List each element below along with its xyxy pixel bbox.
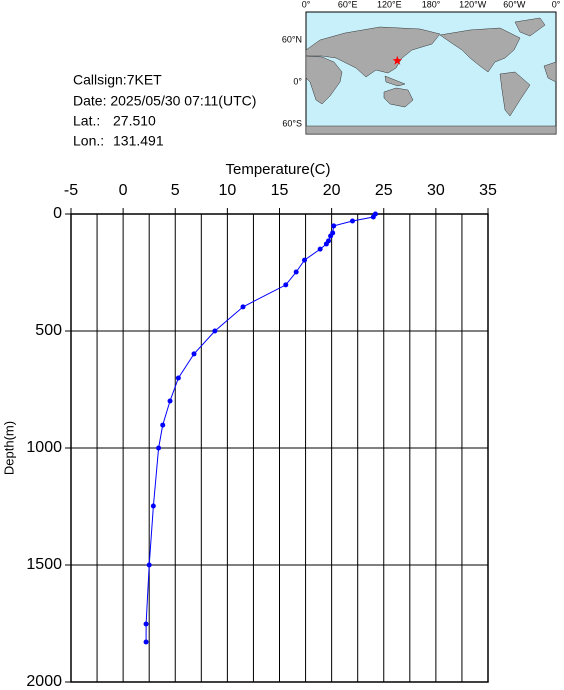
y-tick-label: 500 <box>35 322 62 339</box>
data-point <box>150 503 156 509</box>
x-axis-title: Temperature(C) <box>225 161 330 178</box>
lon-label: Lon.: <box>73 133 104 149</box>
map-lat-label: 0° <box>293 76 302 86</box>
data-point <box>331 223 337 229</box>
lon: 131.491 <box>113 133 164 149</box>
map-lon-label: 120°W <box>459 0 487 9</box>
x-tick-label: 35 <box>479 182 497 199</box>
map-lon-label: 180° <box>422 0 441 9</box>
y-tick-label: 1500 <box>26 556 62 573</box>
x-tick-label: 30 <box>427 182 445 199</box>
map-lat-label: 60°N <box>282 34 302 44</box>
data-point <box>349 218 355 224</box>
y-tick-label: 2000 <box>26 673 62 690</box>
y-axis-title: Depth(m) <box>1 421 16 475</box>
lat: 27.510 <box>113 113 156 129</box>
data-point <box>240 304 246 310</box>
x-tick-label: 10 <box>218 182 236 199</box>
x-tick-label: 15 <box>271 182 289 199</box>
data-point <box>293 269 299 275</box>
data-point <box>328 233 334 239</box>
map-lon-label: 60°E <box>338 0 358 9</box>
data-point <box>156 445 162 451</box>
map-lon-label: 0° <box>302 0 311 9</box>
data-point <box>143 621 149 627</box>
map-lon-label: 60°W <box>503 0 526 9</box>
callsign: Callsign:7KET <box>73 72 162 88</box>
x-tick-label: -5 <box>64 182 78 199</box>
data-point <box>191 351 197 357</box>
data-point <box>370 214 376 220</box>
date: Date: 2025/05/30 07:11(UTC) <box>73 93 256 109</box>
y-tick-label: 0 <box>53 205 62 222</box>
lat-label: Lat.: <box>73 113 100 129</box>
data-point <box>212 328 218 334</box>
data-point <box>167 398 173 404</box>
location-marker <box>392 55 403 65</box>
data-point <box>146 562 152 568</box>
data-point <box>175 375 181 381</box>
ocean <box>305 11 557 135</box>
data-point <box>283 282 289 288</box>
map-lon-label: 0° <box>552 0 561 9</box>
data-point <box>143 639 149 645</box>
data-point <box>317 246 323 252</box>
data-point <box>302 257 308 263</box>
x-tick-label: 20 <box>323 182 341 199</box>
land <box>305 17 557 135</box>
x-tick-label: 25 <box>375 182 393 199</box>
map-lon-label: 120°E <box>377 0 402 9</box>
info-block: Callsign:7KET Date: 2025/05/30 07:11(UTC… <box>73 72 256 149</box>
profile-line <box>145 213 376 642</box>
y-tick-label: 1000 <box>26 439 62 456</box>
data-point <box>160 422 166 428</box>
data-point <box>323 241 329 247</box>
plot-frame <box>70 213 489 683</box>
world-map <box>305 11 557 135</box>
x-tick-label: 0 <box>119 182 128 199</box>
x-tick-label: 5 <box>171 182 180 199</box>
map-lat-label: 60°S <box>282 118 302 128</box>
